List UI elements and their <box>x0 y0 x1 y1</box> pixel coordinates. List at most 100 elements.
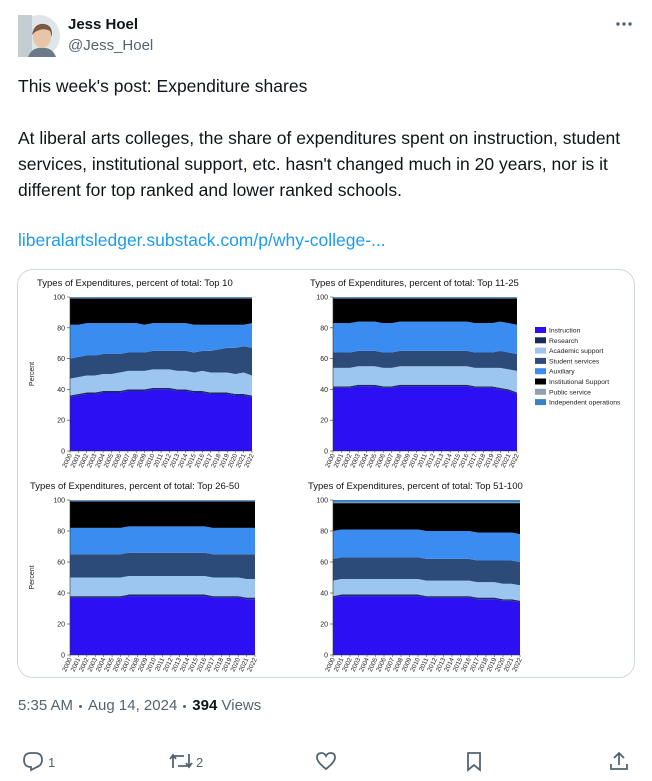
y-tick-label: 80 <box>57 325 65 332</box>
legend-label: Public service <box>549 389 591 396</box>
legend-swatch <box>535 337 546 344</box>
y-tick-label: 20 <box>320 622 328 629</box>
area <box>70 387 252 398</box>
author-name[interactable]: Jess Hoel <box>68 16 139 33</box>
legend-swatch <box>535 368 546 375</box>
legend-label: Auxiliary <box>549 369 575 376</box>
area <box>70 298 252 325</box>
avatar[interactable] <box>18 15 60 57</box>
legend-label: Academic support <box>549 348 604 355</box>
y-tick-label: 80 <box>57 529 65 536</box>
paragraph: At liberal arts colleges, the share of e… <box>18 128 621 200</box>
legend-swatch <box>535 327 546 333</box>
y-tick-label: 40 <box>320 591 328 598</box>
y-tick-label: 0 <box>61 653 65 660</box>
share-icon[interactable] <box>608 750 630 772</box>
y-tick-label: 80 <box>320 529 328 536</box>
y-tick-label: 0 <box>324 653 328 660</box>
legend-label: Research <box>549 338 578 345</box>
chart-image: 0204060801002000200120022003200420052006… <box>29 278 621 673</box>
image[interactable]: 0 20 40 60 80 100 2000 2001 2002 2003 2004 2005 2006… <box>17 269 635 678</box>
like-icon[interactable] <box>315 750 337 772</box>
chart-title: Types of Expenditures, percent of total:… <box>30 481 239 492</box>
area <box>333 350 517 371</box>
area <box>70 575 255 598</box>
chart-title: Types of Expenditures, percent of total:… <box>37 278 233 289</box>
area <box>333 297 517 298</box>
y-tick-label: 0 <box>324 449 328 456</box>
area <box>70 594 255 600</box>
more-button[interactable] <box>614 18 634 30</box>
area <box>333 596 520 655</box>
bookmark-icon[interactable] <box>464 750 484 772</box>
area <box>70 552 255 580</box>
y-tick-label: 60 <box>57 560 65 567</box>
y-tick-label: 100 <box>53 498 65 505</box>
area <box>333 384 517 395</box>
area <box>70 501 255 528</box>
area <box>70 389 252 451</box>
area <box>70 500 255 501</box>
area <box>70 323 252 359</box>
chart-title: Types of Expenditures, percent of total:… <box>310 278 519 289</box>
repost-icon[interactable] <box>168 750 194 772</box>
y-tick-label: 80 <box>320 325 328 332</box>
area <box>70 596 255 655</box>
area <box>333 557 520 586</box>
meta: 5:35 AM Aug 14, 2024 394 Views <box>18 697 261 714</box>
date[interactable]: Aug 14, 2024 <box>88 697 178 714</box>
y-tick-label: 40 <box>320 387 328 394</box>
legend-label: Institutional Support <box>549 379 609 386</box>
legend-swatch <box>535 357 546 364</box>
area <box>333 298 517 325</box>
paragraph: This week's post: Expenditure shares <box>18 76 308 96</box>
area <box>70 526 255 555</box>
area <box>70 297 252 299</box>
area <box>70 346 252 379</box>
y-axis-label: Percent <box>29 565 36 589</box>
repost-count[interactable]: 2 <box>196 755 204 770</box>
y-tick-label: 20 <box>320 418 328 425</box>
area <box>333 503 520 535</box>
area <box>70 369 252 396</box>
area <box>70 500 255 502</box>
tweet-text: This week's post: Expenditure shares At … <box>18 73 638 279</box>
y-tick-label: 0 <box>61 449 65 456</box>
legend-swatch <box>535 347 546 354</box>
time[interactable]: 5:35 AM <box>18 697 74 714</box>
y-tick-label: 100 <box>53 295 65 302</box>
link[interactable]: liberalartsledger.substack.com/p/why-col… <box>18 230 386 250</box>
y-axis-label: Percent <box>29 362 36 386</box>
y-tick-label: 60 <box>320 356 328 363</box>
y-tick-label: 40 <box>57 387 65 394</box>
area <box>333 366 517 393</box>
area <box>333 386 517 451</box>
author-handle[interactable]: @Jess_Hoel <box>68 37 154 54</box>
views-label: Views <box>221 697 262 714</box>
legend-swatch <box>535 399 546 406</box>
legend-swatch <box>535 388 546 395</box>
area <box>333 502 520 504</box>
reply-count[interactable]: 1 <box>48 755 56 770</box>
area <box>333 529 520 562</box>
y-tick-label: 100 <box>316 295 328 302</box>
y-tick-label: 100 <box>316 498 328 505</box>
area <box>333 321 517 354</box>
y-tick-label: 60 <box>57 356 65 363</box>
area <box>70 297 252 298</box>
reply-icon[interactable] <box>22 750 44 772</box>
legend-label: Instruction <box>549 328 581 335</box>
chart-title: Types of Expenditures, percent of total:… <box>308 481 523 492</box>
y-tick-label: 40 <box>57 591 65 598</box>
y-tick-label: 20 <box>57 622 65 629</box>
legend-label: Independent operations <box>549 400 621 407</box>
legend-swatch <box>535 378 546 385</box>
y-tick-label: 20 <box>57 418 65 425</box>
y-tick-label: 60 <box>320 560 328 567</box>
area <box>333 297 517 299</box>
area <box>333 500 520 503</box>
legend-label: Student services <box>549 358 600 365</box>
area <box>333 579 520 601</box>
views-count: 394 <box>192 697 218 714</box>
